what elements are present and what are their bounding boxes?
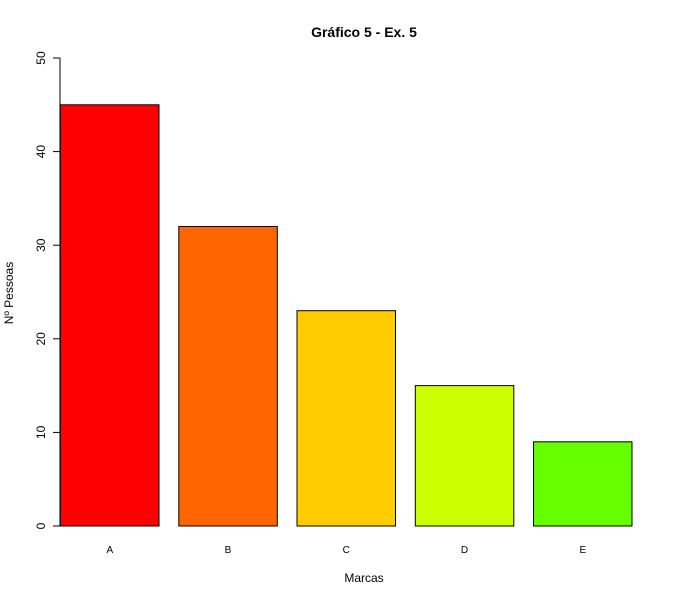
x-tick-label-C: C bbox=[343, 545, 350, 556]
chart-title: Gráfico 5 - Ex. 5 bbox=[311, 24, 417, 40]
y-axis-label: Nº Pessoas bbox=[2, 262, 16, 324]
bar-D bbox=[414, 385, 515, 527]
y-tick-label-30: 30 bbox=[34, 238, 48, 252]
bars-group bbox=[60, 104, 633, 527]
y-tick-label-20: 20 bbox=[34, 332, 48, 346]
bar-A bbox=[60, 104, 160, 527]
x-tick-label-B: B bbox=[225, 545, 232, 556]
y-tick-label-40: 40 bbox=[34, 145, 48, 159]
bar-B bbox=[178, 226, 278, 527]
x-tick-label-A: A bbox=[106, 545, 113, 556]
x-tick-label-E: E bbox=[579, 545, 586, 556]
x-axis-label: Marcas bbox=[344, 571, 383, 585]
bar-C bbox=[296, 310, 396, 527]
y-tick-label-0: 0 bbox=[34, 522, 48, 529]
x-tick-label-D: D bbox=[461, 545, 468, 556]
x-axis-categories: A B C D E bbox=[106, 545, 586, 556]
y-tick-label-50: 50 bbox=[34, 51, 48, 65]
bar-E bbox=[533, 441, 633, 527]
y-axis: 0 10 20 30 40 50 bbox=[34, 51, 61, 529]
y-tick-label-10: 10 bbox=[34, 425, 48, 439]
